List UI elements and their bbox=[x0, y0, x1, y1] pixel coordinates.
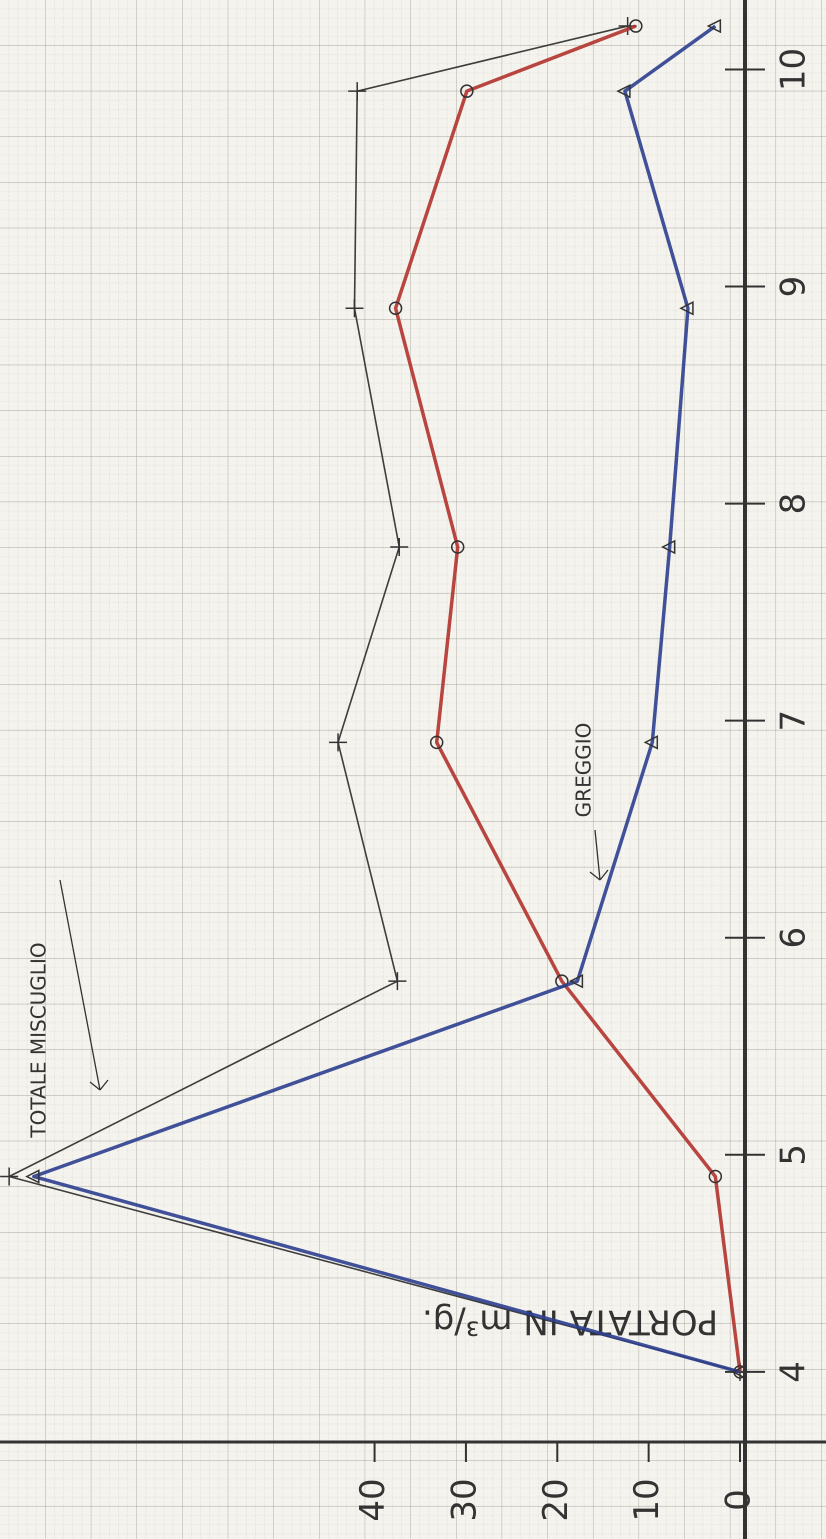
x-tick-label: 10 bbox=[774, 48, 814, 91]
page: {"chart_data": { "type": "line", "ylabel… bbox=[0, 0, 826, 1539]
series-annotation: TOTALE MISCUGLIO bbox=[27, 942, 51, 1138]
x-tick-label: 7 bbox=[774, 710, 814, 732]
series-annotation: GREGGIO bbox=[572, 723, 596, 818]
x-tick-label: 4 bbox=[774, 1361, 814, 1383]
x-tick-label: 8 bbox=[774, 493, 814, 515]
y-axis-label: PORTATA IN m³/g. bbox=[422, 1302, 718, 1342]
chart: PORTATA IN m³/g. 0 10 20 30 40 4 5 6 7 8 9 10 TOTALE… bbox=[0, 0, 826, 1539]
y-tick-label: 20 bbox=[536, 1478, 576, 1521]
y-tick-label: 0 bbox=[719, 1489, 759, 1511]
x-tick-label: 6 bbox=[774, 927, 814, 949]
y-tick-label: 10 bbox=[627, 1478, 667, 1521]
x-tick-label: 9 bbox=[774, 276, 814, 298]
x-tick-label: 5 bbox=[774, 1144, 814, 1166]
y-tick-label: 40 bbox=[353, 1478, 393, 1521]
y-tick-label: 30 bbox=[444, 1478, 484, 1521]
